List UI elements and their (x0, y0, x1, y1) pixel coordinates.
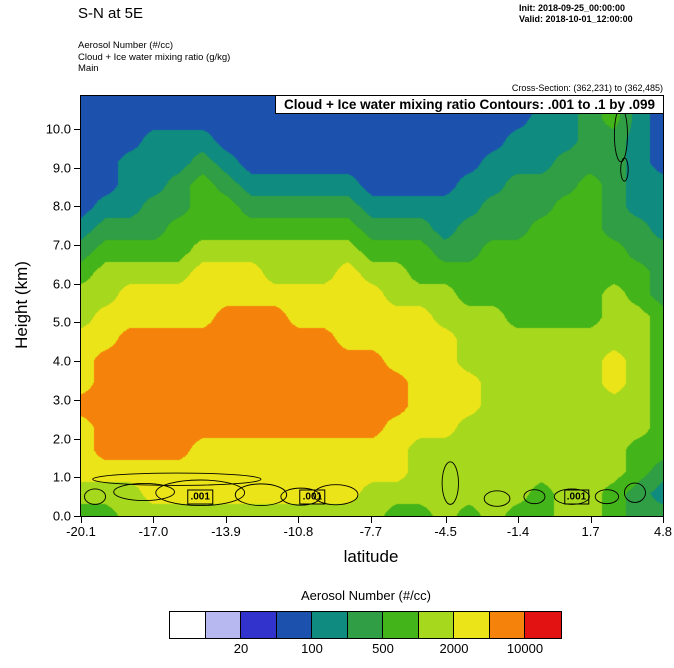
cloud-contour-overlay (84, 107, 646, 507)
cloud-contour-line (280, 487, 322, 506)
colorbar-swatch (276, 612, 312, 638)
run-info: Init: 2018-09-25_00:00:00 Valid: 2018-10… (519, 3, 633, 25)
y-tick-mark (74, 516, 81, 517)
field-line-aerosol: Aerosol Number (#/cc) (78, 40, 174, 51)
y-tick-mark (74, 283, 81, 285)
y-tick-label: 3.0 (52, 392, 71, 408)
y-tick-mark (74, 128, 81, 130)
x-tick-label: 4.8 (653, 524, 673, 539)
x-tick-label: -10.8 (283, 524, 314, 539)
y-tick-label: 10.0 (45, 121, 71, 137)
valid-time-label: Valid: 2018-10-01_12:00:00 (519, 14, 633, 24)
y-axis-title: Height (km) (12, 261, 31, 349)
cloud-contour-line (523, 489, 546, 505)
x-tick-mark (445, 516, 447, 523)
y-tick-mark (74, 167, 81, 169)
y-tick-label: 7.0 (52, 237, 71, 253)
colorbar-swatch (489, 612, 525, 638)
cloud-contour-line (613, 107, 628, 163)
cloud-contour-value-label: .001 (563, 489, 590, 505)
colorbar-tick-label: 100 (301, 641, 323, 656)
colorbar-swatch (347, 612, 383, 638)
figure-title: S-N at 5E (78, 5, 144, 22)
x-tick-mark (298, 516, 300, 523)
y-tick-label: 9.0 (52, 160, 71, 176)
colorbar-swatch (241, 612, 277, 638)
contour-info-box: Cloud + Ice water mixing ratio Contours:… (275, 95, 664, 114)
field-line-cloud: Cloud + Ice water mixing ratio (g/kg) (78, 51, 231, 63)
y-tick-label: 0.0 (52, 508, 71, 524)
x-tick-label: -20.1 (66, 524, 96, 539)
x-tick-label: -1.4 (506, 524, 530, 539)
x-axis-title: latitude (343, 547, 399, 566)
cloud-contour-line (594, 489, 620, 505)
cloud-contour-line (113, 483, 175, 501)
x-tick-label: 1.7 (581, 524, 600, 539)
y-tick-mark (74, 206, 81, 208)
cross-section-label: Cross-Section: (362,231) to (362,485) (511, 83, 663, 93)
cloud-contour-line (313, 484, 359, 506)
y-tick-label: 1.0 (52, 469, 71, 485)
colorbar-swatch (170, 612, 206, 638)
y-tick-mark (74, 438, 81, 440)
y-tick-label: 4.0 (52, 353, 71, 369)
colorbar-swatch (525, 612, 561, 638)
colorbar-tick-label: 20 (233, 641, 249, 656)
cloud-contour-line (155, 479, 246, 506)
colorbar-title: Aerosol Number (#/cc) (300, 588, 432, 603)
y-tick-mark (74, 245, 81, 247)
x-tick-mark (590, 516, 592, 523)
y-tick-mark (74, 322, 81, 324)
colorbar (169, 611, 562, 639)
field-list: Aerosol Number (#/cc) Cloud + Ice water … (78, 40, 230, 75)
x-tick-label: -4.5 (434, 524, 457, 539)
cloud-contour-value-label: .001 (187, 489, 213, 505)
cloud-contour-line (84, 488, 106, 505)
x-tick-label: -13.9 (211, 524, 241, 539)
x-tick-mark (153, 516, 155, 523)
cloud-contour-line (623, 482, 646, 503)
cloud-contour-line (441, 461, 459, 505)
init-time-label: Init: 2018-09-25_00:00:00 (519, 3, 626, 13)
y-tick-label: 6.0 (52, 276, 71, 292)
colorbar-swatch (383, 612, 419, 638)
cloud-contour-line (483, 490, 511, 507)
y-tick-mark (74, 361, 81, 363)
colorbar-swatch (312, 612, 348, 638)
y-tick-label: 2.0 (52, 431, 71, 447)
colorbar-tick-label: 10000 (506, 641, 544, 656)
cloud-contour-line (92, 472, 262, 486)
y-tick-mark (74, 477, 81, 479)
x-tick-label: -17.0 (138, 524, 169, 539)
x-tick-mark (663, 516, 664, 523)
cloud-contour-value-label: .001 (299, 489, 326, 505)
contour-canvas (81, 96, 663, 516)
x-tick-mark (518, 516, 520, 523)
colorbar-swatch (454, 612, 490, 638)
colorbar-swatch (205, 612, 241, 638)
colorbar-tick-label: 2000 (439, 641, 469, 656)
colorbar-swatch (418, 612, 454, 638)
cloud-contour-line (234, 483, 288, 506)
colorbar-tick-label: 500 (372, 641, 394, 656)
y-tick-label: 5.0 (52, 314, 71, 330)
cloud-contour-line (620, 157, 629, 182)
cloud-contour-line (553, 488, 590, 505)
x-tick-mark (81, 516, 82, 523)
x-tick-mark (370, 516, 372, 523)
field-line-domain: Main (78, 63, 99, 74)
x-tick-label: -7.7 (359, 524, 383, 539)
plot-area: .001 .001 .001 Cloud + Ice water mixing ra… (46, 95, 672, 539)
x-tick-mark (225, 516, 227, 523)
y-tick-label: 8.0 (52, 198, 71, 214)
y-tick-mark (74, 399, 81, 401)
